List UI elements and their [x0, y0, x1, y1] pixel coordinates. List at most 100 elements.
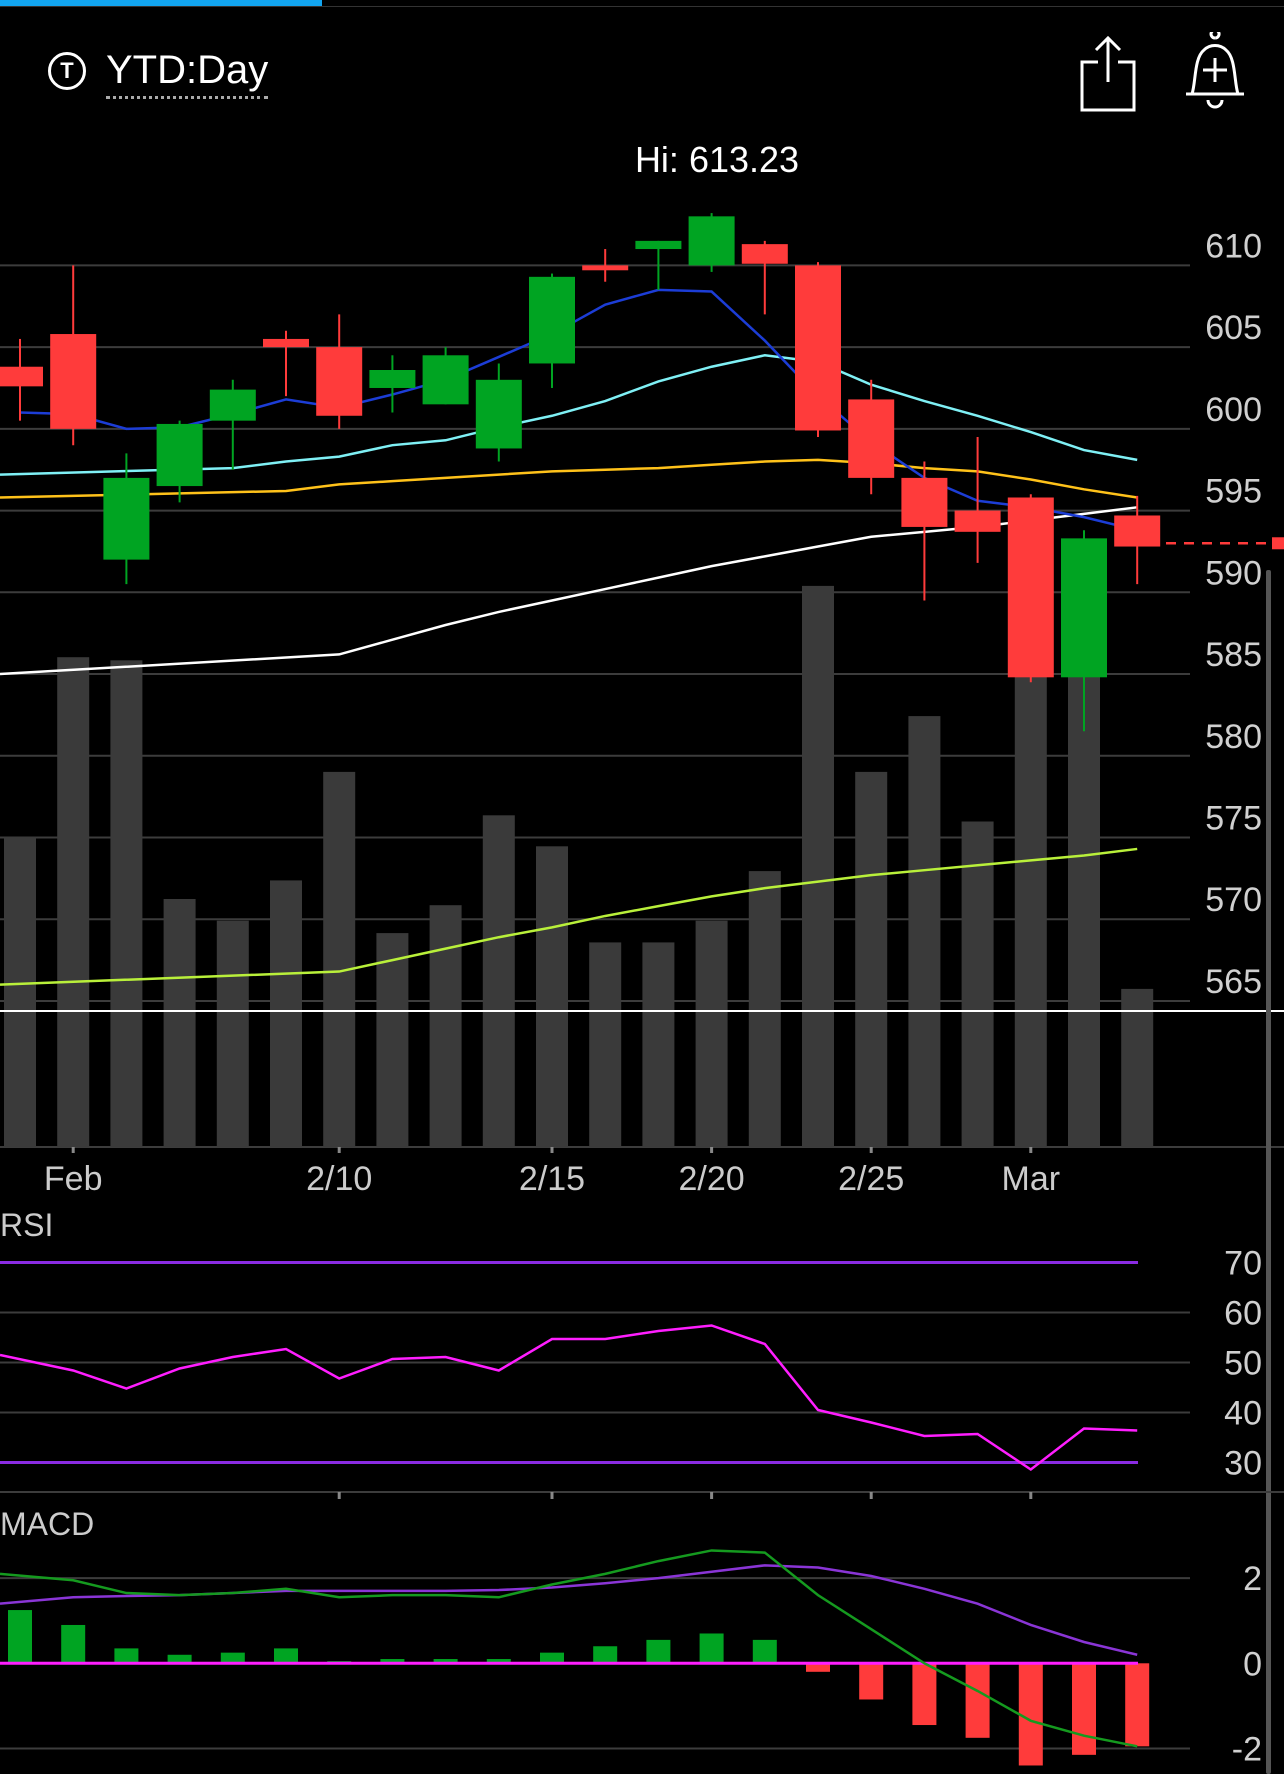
- macd-panel: MACD 2 0 -2: [0, 1506, 1262, 1768]
- macd-histogram-bar: [912, 1663, 937, 1726]
- chart-header: T YTD:Day: [0, 0, 1284, 130]
- macd-tick-label: 2: [1243, 1560, 1262, 1598]
- rsi-tick-label: 60: [1224, 1295, 1262, 1333]
- rsi-tick-label: 50: [1224, 1345, 1262, 1383]
- candle-body: [316, 347, 363, 416]
- add-alert-bell-icon[interactable]: [1182, 32, 1248, 114]
- candle-body: [954, 510, 1001, 532]
- candle-body: [529, 276, 575, 364]
- ma-200-line: [0, 847, 1138, 986]
- share-icon[interactable]: [1078, 32, 1138, 114]
- macd-histogram-bar: [540, 1652, 564, 1664]
- macd-histogram-bar: [1125, 1663, 1150, 1747]
- volume-bar: [748, 871, 781, 1147]
- price-tick-label: 565: [1205, 963, 1262, 1001]
- price-tick-label: 600: [1205, 391, 1262, 429]
- candle-body: [50, 334, 97, 429]
- macd-histogram-bar: [859, 1663, 884, 1700]
- macd-histogram-bar: [646, 1639, 671, 1664]
- price-tick-label: 610: [1205, 227, 1262, 265]
- timeframe-selector[interactable]: YTD:Day: [106, 46, 269, 99]
- macd-histogram-bar: [1072, 1663, 1096, 1755]
- volume-bar: [589, 942, 622, 1147]
- vertical-scrollbar: [1266, 570, 1271, 1774]
- moving-averages: [0, 288, 1284, 1012]
- candle-body: [795, 265, 841, 431]
- volume-bar: [163, 899, 196, 1147]
- candle-body: [1007, 497, 1054, 678]
- rsi-label: RSI: [0, 1207, 53, 1243]
- macd-histogram-bar: [486, 1659, 511, 1664]
- candle-body: [1061, 538, 1107, 678]
- price-tick-label: 595: [1205, 473, 1262, 511]
- price-tick-label: 570: [1205, 881, 1262, 919]
- macd-line: [0, 1549, 1138, 1748]
- page-load-progress: [0, 0, 322, 6]
- macd-histogram-bar: [1018, 1663, 1043, 1766]
- volume-bar: [1121, 988, 1154, 1147]
- macd-histogram-bar: [114, 1648, 139, 1664]
- x-axis-label: Feb: [44, 1160, 103, 1198]
- volume-bar: [1014, 604, 1047, 1147]
- volume-bar: [4, 837, 36, 1147]
- macd-histogram-bar: [8, 1610, 32, 1664]
- volume-bars: [4, 554, 1154, 1147]
- volume-bar: [802, 585, 834, 1147]
- volume-bar: [270, 880, 302, 1147]
- price-tick-label: 605: [1205, 309, 1262, 347]
- high-label: Hi: 613.23: [635, 139, 799, 180]
- x-axis-label: 2/10: [306, 1160, 372, 1198]
- volume-bar: [961, 821, 994, 1147]
- candle-body: [1114, 515, 1161, 547]
- macd-histogram-bar: [274, 1648, 298, 1664]
- volume-bar: [57, 657, 90, 1147]
- macd-histogram-bar: [699, 1633, 724, 1664]
- candle-body: [209, 389, 256, 421]
- volume-bar: [110, 660, 143, 1147]
- ema-short-line: [19, 288, 1138, 532]
- progress-track: [0, 6, 1284, 7]
- rsi-tick-label: 30: [1224, 1445, 1262, 1483]
- volume-bar: [536, 846, 568, 1147]
- ma-50-line: [0, 458, 1138, 499]
- volume-bar: [482, 815, 515, 1147]
- macd-label: MACD: [0, 1506, 94, 1542]
- candle-body: [263, 338, 309, 348]
- macd-histogram-bar: [965, 1663, 990, 1738]
- macd-histogram-bar: [61, 1624, 86, 1664]
- candle-body: [848, 399, 895, 478]
- candle-body: [422, 355, 469, 405]
- rsi-tick-label: 40: [1224, 1395, 1262, 1433]
- volume-bar: [323, 771, 356, 1147]
- candle-body: [475, 379, 522, 449]
- rsi-line: [0, 1324, 1138, 1472]
- macd-tick-label: 0: [1243, 1645, 1262, 1683]
- candle-body: [901, 477, 948, 527]
- macd-histogram-bar: [752, 1639, 777, 1664]
- macd-histogram-bar: [806, 1663, 830, 1672]
- volume-bar: [429, 905, 462, 1147]
- timeframe-icon[interactable]: T: [48, 52, 86, 90]
- volume-bar: [216, 920, 249, 1147]
- x-axis-label: 2/20: [679, 1160, 745, 1198]
- price-tick-label: 580: [1205, 718, 1262, 756]
- rsi-tick-label: 70: [1224, 1245, 1262, 1283]
- candle-body: [688, 216, 735, 266]
- candlesticks: [0, 213, 1284, 732]
- current-price-marker: [1272, 537, 1284, 550]
- candle-body: [741, 244, 788, 264]
- price-tick-label: 585: [1205, 636, 1262, 674]
- volume-bar: [695, 920, 728, 1147]
- candle-body: [635, 240, 682, 250]
- macd-histogram-bar: [380, 1659, 405, 1664]
- ema-mid-line: [0, 354, 1138, 476]
- candle-body: [156, 423, 203, 487]
- macd-tick-label: -2: [1232, 1730, 1262, 1768]
- macd-histogram-bar: [433, 1659, 458, 1664]
- volume-bar: [642, 942, 675, 1147]
- ma-100-line: [0, 506, 1138, 676]
- x-axis-label: Mar: [1002, 1160, 1061, 1198]
- price-tick-label: 590: [1205, 554, 1262, 592]
